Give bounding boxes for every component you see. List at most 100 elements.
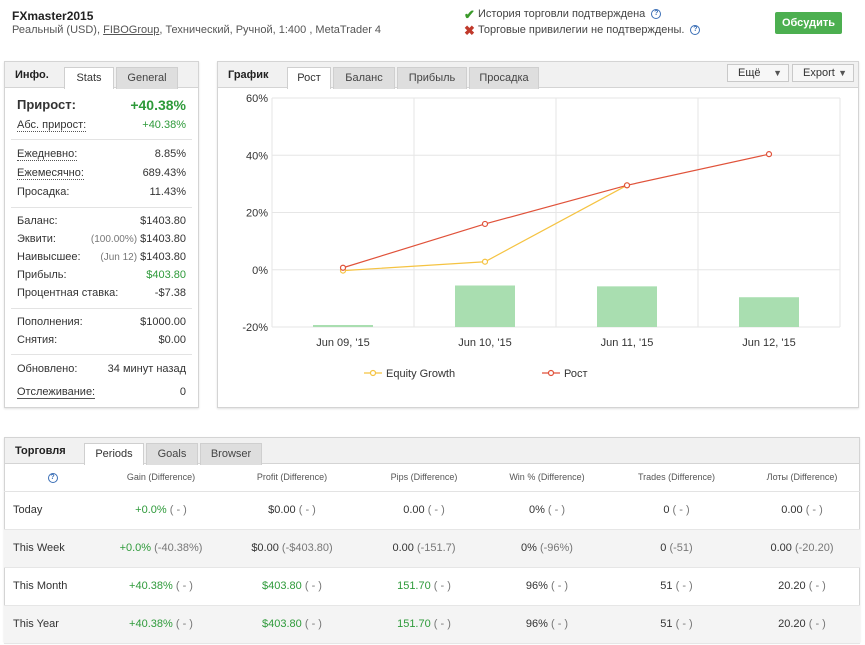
withdrawals-value: $0.00 [158, 334, 186, 346]
lots-diff: ( - ) [808, 618, 826, 630]
profit-diff: ( - ) [298, 504, 316, 516]
series-line [342, 153, 770, 269]
trades-value: 0 [663, 504, 670, 516]
x-tick-label: Jun 12, '15 [742, 337, 795, 349]
daily-label[interactable]: Ежедневно: [17, 148, 78, 161]
trades-diff: ( - ) [675, 580, 693, 592]
x-axis-labels: Jun 09, '15 Jun 10, '15 Jun 11, '15 Jun 12,… [316, 337, 795, 349]
win-diff: (-96%) [539, 542, 573, 554]
broker-link[interactable]: FIBOGroup [103, 24, 160, 36]
divider [11, 207, 192, 208]
tab-drawdown[interactable]: Просадка [469, 67, 539, 89]
highest-label: Наивысшее: [17, 251, 81, 263]
period-cell: This Year [4, 605, 101, 644]
column-header: Profit (Difference) [221, 464, 363, 492]
pips-value: 0.00 [392, 542, 414, 554]
data-point [339, 264, 347, 271]
lots-cell: 20.20 ( - ) [744, 567, 860, 606]
win-diff: ( - ) [550, 618, 569, 630]
data-point [481, 220, 489, 228]
y-axis-labels: 60% 40% 20% 0% -20% [242, 93, 268, 334]
trades-value: 0 [660, 542, 667, 554]
gain-label: Прирост: [17, 97, 76, 112]
gain-value: +40.38% [129, 618, 173, 630]
help-icon[interactable]: ? [690, 25, 701, 35]
monthly-label[interactable]: Ежемесячно: [17, 167, 84, 180]
more-label: Ещё [738, 67, 761, 79]
trades-diff: ( - ) [672, 504, 690, 516]
trades-cell: 51 ( - ) [609, 605, 744, 644]
tab-growth[interactable]: Рост [287, 67, 331, 89]
legend-label: Рост [564, 368, 588, 380]
tab-balance[interactable]: Баланс [333, 67, 395, 89]
period-cell: Today [4, 491, 101, 530]
abs-gain-label[interactable]: Абс. прирост: [17, 119, 87, 132]
updated-value: 34 минут назад [107, 363, 186, 375]
win-value: 0% [528, 504, 545, 516]
win-cell: 96% ( - ) [485, 605, 609, 644]
tab-periods[interactable]: Periods [84, 443, 144, 465]
column-header: Pips (Difference) [363, 464, 485, 492]
table-header-row: ? Gain (Difference) Profit (Difference) … [4, 464, 860, 492]
pips-diff: ( - ) [433, 618, 451, 630]
pips-cell: 151.70 ( - ) [363, 567, 485, 606]
column-header: Gain (Difference) [101, 464, 221, 492]
profit-value: $403.80 [262, 618, 302, 630]
lots-diff: ( - ) [808, 580, 826, 592]
table-row: Today +0.0% ( - ) $0.00 ( - ) 0.00 ( - ) 0% … [4, 491, 860, 530]
gain-value: +0.0% [135, 504, 167, 516]
pips-diff: (-151.7) [416, 542, 456, 554]
x-tick-label: Jun 10, '15 [458, 337, 511, 349]
profit-value: $0.00 [268, 504, 296, 516]
column-header: Trades (Difference) [609, 464, 744, 492]
gain-diff: (-40.38%) [154, 542, 203, 554]
equity-value-group: (100.00%) $1403.80 [91, 233, 186, 245]
period-cell: This Week [4, 529, 101, 568]
tab-stats[interactable]: Stats [64, 67, 114, 89]
tab-general[interactable]: General [116, 67, 178, 89]
monthly-value: 689.43% [142, 167, 186, 179]
pips-value: 151.70 [397, 618, 431, 630]
y-tick-label: -20% [242, 322, 268, 334]
equity-percent: (100.00%) [90, 234, 138, 245]
data-point [623, 182, 631, 189]
chart-bar [597, 286, 657, 327]
chart-panel-title: График [228, 69, 269, 81]
more-dropdown[interactable]: Ещё ▼ [727, 64, 789, 82]
pips-value: 0.00 [403, 504, 425, 516]
chart-legend: Equity Growth Рост [364, 368, 588, 380]
trades-cell: 0 ( - ) [609, 491, 744, 530]
trades-cell: 51 ( - ) [609, 567, 744, 606]
tracking-link[interactable]: Отслеживание: [17, 386, 96, 399]
export-dropdown[interactable]: Export ▼ [792, 64, 854, 82]
discuss-button[interactable]: Обсудить [775, 12, 842, 34]
divider [11, 139, 192, 140]
y-tick-label: 60% [246, 93, 268, 105]
trades-diff: ( - ) [675, 618, 693, 630]
help-icon[interactable]: ? [47, 473, 58, 484]
gain-cell: +0.0% ( - ) [101, 491, 221, 530]
tab-profit[interactable]: Прибыль [397, 67, 467, 89]
highest-date: (Jun 12) [100, 252, 138, 263]
check-icon: ✔ [464, 6, 475, 22]
pips-cell: 151.70 ( - ) [363, 605, 485, 644]
win-diff: ( - ) [547, 504, 566, 516]
trading-panel-header: Торговля Periods Goals Browser [5, 438, 859, 465]
tab-goals[interactable]: Goals [146, 443, 198, 465]
profit-value: $403.80 [146, 269, 186, 281]
column-help[interactable]: ? [4, 464, 101, 492]
growth-chart: 60%40%20%0%-20% Jun 09, '15 Jun 10, '15 Ju… [242, 93, 841, 380]
chevron-down-icon: ▼ [838, 68, 847, 78]
x-tick-label: Jun 11, '15 [601, 337, 654, 349]
tab-browser[interactable]: Browser [200, 443, 262, 465]
x-tick-label: Jun 09, '15 [316, 337, 369, 349]
legend-marker [547, 369, 555, 377]
account-subtitle: Реальный (USD), FIBOGroup, Технический, … [12, 24, 381, 36]
profit-label: Прибыль: [17, 269, 67, 281]
info-panel-header: Инфо. Stats General [5, 62, 198, 89]
divider [11, 354, 192, 355]
gain-value: +0.0% [119, 542, 152, 554]
trades-value: 51 [660, 618, 673, 630]
help-icon[interactable]: ? [651, 9, 662, 19]
gain-diff: ( - ) [175, 580, 193, 592]
